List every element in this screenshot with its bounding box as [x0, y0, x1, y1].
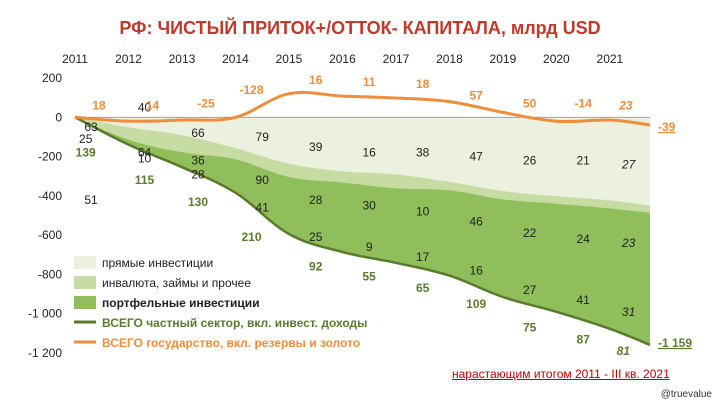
- label-portfolio: 41: [256, 201, 270, 215]
- label-portfolio: 28: [191, 167, 205, 181]
- label-other: 22: [523, 226, 537, 240]
- y-tick-label: -1 000: [28, 307, 62, 321]
- label-gov-total: 16: [309, 73, 323, 87]
- label-portfolio: 9: [366, 240, 373, 254]
- legend-label: прямые инвестиции: [102, 256, 213, 270]
- legend-label: ВСЕГО частный сектор, вкл. инвест. доход…: [102, 316, 367, 330]
- label-fdi: 40: [138, 100, 152, 114]
- x-tick-label: 2015: [276, 52, 303, 66]
- label-other: 10: [416, 205, 430, 219]
- label-gov-total: -14: [574, 97, 592, 111]
- end-label-private: -1 159: [658, 336, 692, 350]
- y-tick-label: -400: [38, 189, 62, 203]
- legend-label: инвалюта, займы и прочее: [102, 276, 251, 290]
- y-tick-label: -800: [38, 267, 62, 281]
- y-tick-label: 200: [42, 71, 62, 85]
- label-private-total: 81: [617, 344, 631, 358]
- label-fdi: 21: [576, 154, 590, 168]
- y-tick-label: 0: [55, 110, 62, 124]
- label-portfolio: 10: [138, 152, 152, 166]
- y-tick-label: -1 200: [28, 346, 62, 360]
- label-fdi: 27: [621, 157, 637, 171]
- label-private-total: 65: [416, 281, 430, 295]
- label-other: 36: [191, 154, 205, 168]
- label-gov-total: 23: [618, 99, 633, 113]
- x-tick-label: 2014: [222, 52, 249, 66]
- label-other: 46: [469, 214, 483, 228]
- label-portfolio: 31: [622, 305, 635, 319]
- label-private-total: 109: [466, 297, 486, 311]
- end-label-gov: -39: [658, 120, 676, 134]
- credit: @truevalue: [660, 389, 712, 400]
- footnote: нарастающим итогом 2011 - III кв. 2021: [452, 367, 670, 381]
- label-other: 30: [363, 199, 377, 213]
- label-gov-total: 11: [363, 75, 376, 89]
- label-other: 90: [256, 173, 270, 187]
- label-fdi: 39: [309, 140, 323, 154]
- legend-label: ВСЕГО государство, вкл. резервы и золото: [102, 336, 360, 350]
- label-private-total: 55: [363, 269, 377, 283]
- label-gov-total: 14: [146, 99, 160, 113]
- label-gov-total: 57: [469, 89, 483, 103]
- x-tick-label: 2016: [329, 52, 356, 66]
- legend-swatch: [74, 256, 96, 269]
- y-tick-label: -200: [38, 150, 62, 164]
- x-tick-label: 2018: [436, 52, 463, 66]
- x-tick-label: 2020: [543, 52, 570, 66]
- label-other: 64: [138, 146, 152, 160]
- label-private-total: 130: [188, 195, 208, 209]
- legend-label: портфельные инвестиции: [102, 296, 260, 310]
- label-fdi: 79: [256, 130, 270, 144]
- label-other: 28: [309, 193, 323, 207]
- label-private-total: 87: [576, 332, 590, 346]
- label-gov-total: -128: [239, 83, 263, 97]
- x-tick-label: 2013: [169, 52, 196, 66]
- label-portfolio: 17: [416, 250, 430, 264]
- label-gov-total: 18: [92, 99, 106, 113]
- line-gov-total: [74, 90, 651, 127]
- label-other: 23: [621, 236, 636, 250]
- x-tick-label: 2019: [490, 52, 517, 66]
- label-gov-total: 50: [523, 97, 537, 111]
- line-private-total: [74, 116, 651, 347]
- label-portfolio: 25: [309, 230, 323, 244]
- label-private-total: 210: [241, 230, 261, 244]
- label-portfolio: 41: [576, 293, 590, 307]
- label-fdi: 16: [363, 146, 377, 160]
- label-private-total: 75: [523, 320, 537, 334]
- label-private-total: 92: [309, 260, 323, 274]
- x-tick-label: 2017: [383, 52, 410, 66]
- label-portfolio: 25: [79, 132, 93, 146]
- label-portfolio: 27: [523, 283, 537, 297]
- legend-swatch: [74, 296, 96, 309]
- area-fdi: [75, 117, 650, 206]
- label-other: 63: [84, 120, 98, 134]
- label-private-total: 139: [76, 146, 96, 160]
- x-tick-label: 2012: [115, 52, 142, 66]
- legend-swatch: [74, 276, 96, 289]
- label-fdi: 26: [523, 154, 537, 168]
- label-fdi: 38: [416, 146, 430, 160]
- x-tick-label: 2021: [597, 52, 624, 66]
- x-tick-label: 2011: [62, 52, 88, 66]
- y-tick-label: -600: [38, 228, 62, 242]
- label-private-total: 115: [135, 173, 155, 187]
- label-gov-total: 18: [416, 77, 430, 91]
- chart-title: РФ: ЧИСТЫЙ ПРИТОК+/ОТТОК- КАПИТАЛА, млрд…: [119, 17, 600, 38]
- label-gov-total: -25: [197, 97, 215, 111]
- label-other: 24: [576, 232, 590, 246]
- label-fdi: 51: [84, 193, 98, 207]
- label-portfolio: 16: [469, 264, 483, 278]
- label-fdi: 47: [469, 150, 483, 164]
- label-fdi: 66: [191, 126, 205, 140]
